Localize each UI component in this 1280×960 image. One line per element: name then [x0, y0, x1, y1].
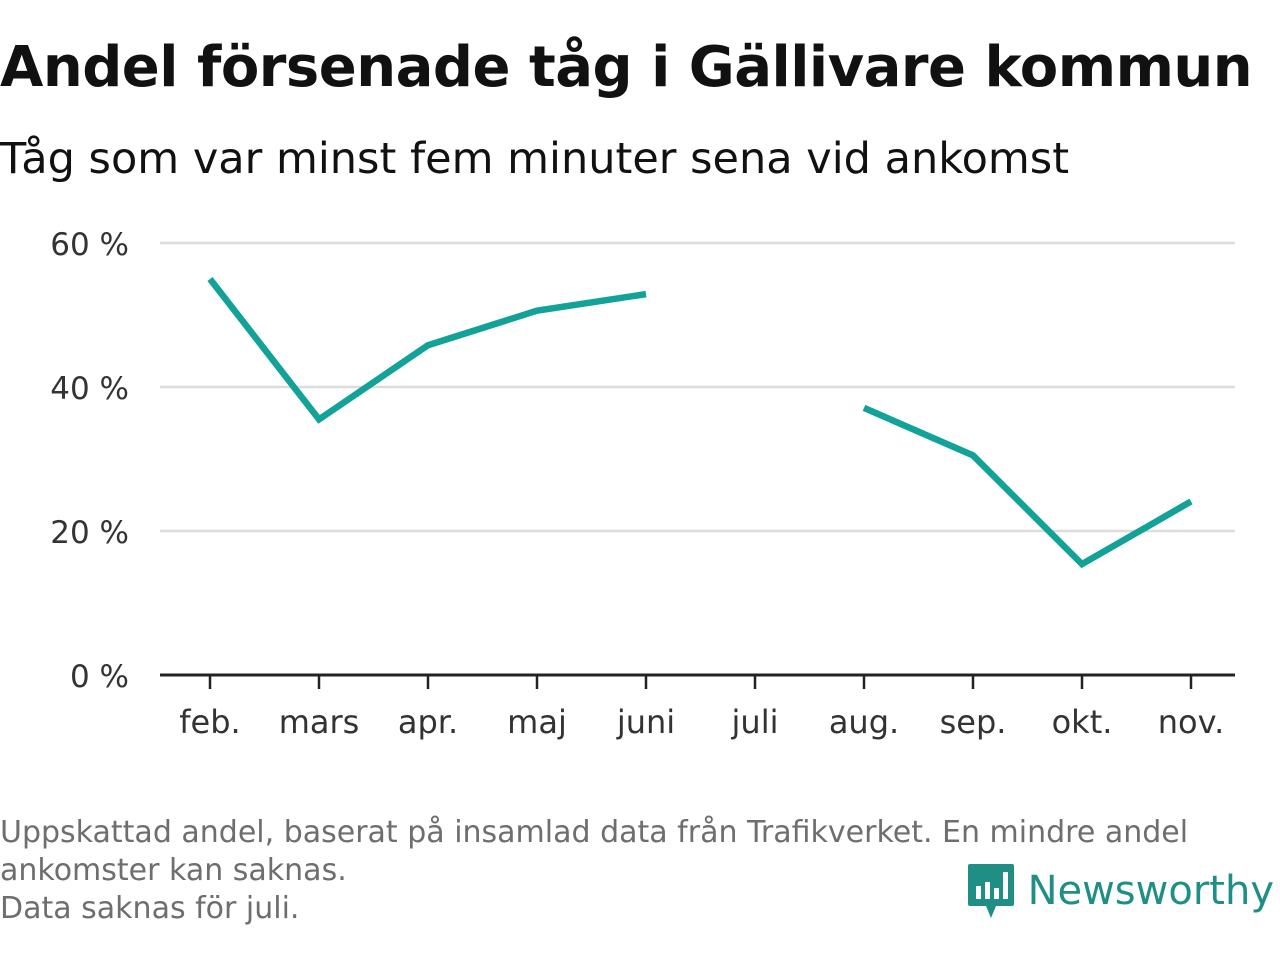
- newsworthy-logo-icon: [967, 864, 1014, 918]
- chart-subtitle: Tåg som var minst fem minuter sena vid a…: [0, 134, 1070, 184]
- x-tick-label: juni: [616, 703, 675, 741]
- y-tick-label: 40 %: [50, 371, 129, 407]
- x-tick-label: okt.: [1052, 703, 1113, 741]
- x-tick-label: juli: [731, 703, 779, 741]
- grid-lines: [160, 241, 1235, 533]
- x-axis: [160, 673, 1235, 689]
- x-tick-label: mars: [279, 703, 360, 741]
- series-line-segment: [862, 404, 1193, 569]
- x-axis-tick-labels: feb. mars apr. maj juni juli aug. sep. okt. nov.: [179, 703, 1224, 741]
- x-tick-label: nov.: [1158, 703, 1224, 741]
- footnote-line-1: Uppskattad andel, baserat på insamlad da…: [0, 815, 1189, 850]
- series-line-segment: [207, 277, 647, 424]
- y-axis-tick-labels: 0 % 20 % 40 % 60 %: [50, 227, 129, 695]
- x-tick-label: sep.: [940, 703, 1007, 741]
- x-tick-label: maj: [507, 703, 567, 741]
- brand-logo: Newsworthy: [966, 862, 1274, 920]
- chart-title: Andel försenade tåg i Gällivare kommun: [0, 35, 1253, 100]
- y-tick-label: 20 %: [50, 515, 129, 551]
- y-tick-label: 0 %: [70, 659, 129, 695]
- footnote-line-2: ankomster kan saknas.: [0, 853, 347, 888]
- x-tick-label: aug.: [829, 703, 899, 741]
- brand-name: Newsworthy: [1027, 868, 1274, 914]
- footnote-line-3: Data saknas för juli.: [0, 891, 300, 926]
- x-tick-label: apr.: [398, 703, 458, 741]
- data-series: [207, 277, 1193, 569]
- x-tick-label: feb.: [179, 703, 240, 741]
- y-tick-label: 60 %: [50, 227, 129, 263]
